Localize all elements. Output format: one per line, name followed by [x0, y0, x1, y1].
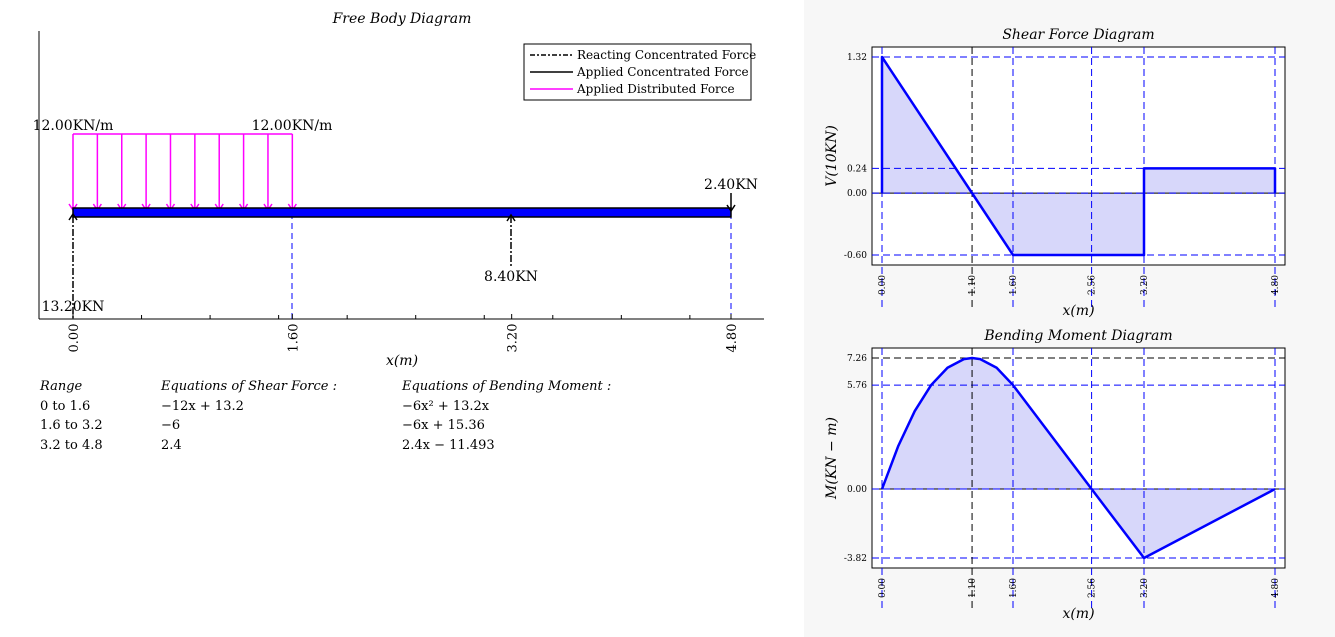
y-tick-label: 5.76 [847, 381, 867, 391]
reaction-left-arrowhead [68, 212, 78, 221]
reaction-left-label: 13.20KN [42, 299, 105, 315]
y-tick-label: 0.00 [847, 189, 867, 199]
diagram-title: Bending Moment Diagram [983, 328, 1172, 344]
applied-force-label: 2.40KN [704, 177, 758, 193]
y-axis-label: V(10KN) [824, 125, 840, 187]
reaction-mid-label: 8.40KN [484, 269, 538, 285]
y-tick-label: 7.26 [847, 354, 867, 364]
diagram-curve [880, 356, 1276, 560]
dist-label-right: 12.00KN/m [252, 118, 333, 134]
range-cell: 0 to 1.6 [40, 398, 91, 414]
fbd-x-ticks: 0.00 1.60 3.20 4.80 [67, 314, 740, 352]
legend-label-applied: Applied Concentrated Force [576, 65, 749, 79]
x-tick-label: 4.80 [1271, 578, 1281, 598]
beam [72, 207, 732, 218]
applied-force-arrowhead [726, 204, 736, 213]
y-tick-label: -3.82 [844, 554, 867, 564]
y-axis-label: M(KN − m) [824, 417, 840, 500]
moment-cell: −6x² + 13.2x [402, 398, 490, 414]
x-tick-label: 2.56 [1088, 578, 1098, 598]
x-tick-label: 1.60 [1009, 275, 1019, 295]
x-tick-label: 3.20 [1140, 578, 1150, 598]
range-cell: 3.2 to 4.8 [40, 437, 103, 453]
y-tick-label: 1.32 [847, 53, 867, 63]
x-tick-label: 2.56 [1088, 275, 1098, 295]
bending-moment-diagram: Bending Moment Diagram 7.26 5.76 0.00 -3.82 0… [824, 328, 1286, 622]
x-tick-label: 0.00 [878, 275, 888, 295]
free-body-panel: Free Body Diagram 12.00KN/m 12.00KN/m 13… [32, 11, 764, 453]
y-tick-label: -0.60 [844, 251, 867, 261]
moment-cell: −6x + 15.36 [402, 418, 485, 433]
x-tick-label: 4.80 [1271, 275, 1281, 295]
fbd-x-label: x(m) [386, 353, 418, 369]
header-range: Range [40, 379, 83, 394]
legend-label-reacting: Reacting Concentrated Force [577, 48, 756, 62]
distributed-load [68, 133, 297, 212]
x-tick-label: 1.60 [1009, 578, 1019, 598]
shear-cell: −6 [161, 418, 181, 433]
x-tick-label: 0.00 [878, 578, 888, 598]
y-tick-label: 0.24 [847, 164, 867, 174]
diagram-title: Shear Force Diagram [1002, 27, 1154, 43]
fbd-legend: Reacting Concentrated Force Applied Conc… [523, 43, 756, 101]
dist-label-left: 12.00KN/m [33, 118, 114, 134]
range-cell: 1.6 to 3.2 [40, 418, 103, 433]
x-axis-label: x(m) [1062, 606, 1094, 622]
legend-label-distributed: Applied Distributed Force [576, 82, 735, 96]
shear-cell: 2.4 [161, 437, 182, 453]
free-body-diagram: Free Body Diagram 12.00KN/m 12.00KN/m 13… [33, 11, 764, 369]
shear-cell: −12x + 13.2 [161, 398, 244, 414]
header-moment: Equations of Bending Moment : [402, 379, 612, 394]
diagram-fill-area [882, 358, 1275, 558]
x-axis-label: x(m) [1062, 303, 1094, 319]
fbd-x-tick-label: 0.00 [67, 324, 82, 353]
header-shear: Equations of Shear Force : [161, 379, 337, 394]
moment-cell: 2.4x − 11.493 [402, 437, 495, 453]
reaction-mid-arrowhead [506, 213, 516, 222]
diagrams-panel: Shear Force Diagram 1.32 0.24 0.00 -0.60 0.00… [804, 0, 1335, 637]
fbd-x-tick-label: 4.80 [725, 324, 740, 353]
x-tick-label: 1.10 [968, 578, 978, 598]
fbd-x-tick-label: 1.60 [286, 324, 301, 353]
x-tick-label: 3.20 [1140, 275, 1150, 295]
fbd-minor-ticks [141, 315, 691, 319]
fbd-x-tick-label: 3.20 [506, 324, 521, 353]
shear-force-diagram: Shear Force Diagram 1.32 0.24 0.00 -0.60 0.00… [824, 27, 1286, 319]
x-tick-label: 1.10 [968, 275, 978, 295]
fbd-title: Free Body Diagram [332, 11, 472, 27]
diagram-curve [880, 55, 1277, 257]
y-tick-label: 0.00 [847, 485, 867, 495]
